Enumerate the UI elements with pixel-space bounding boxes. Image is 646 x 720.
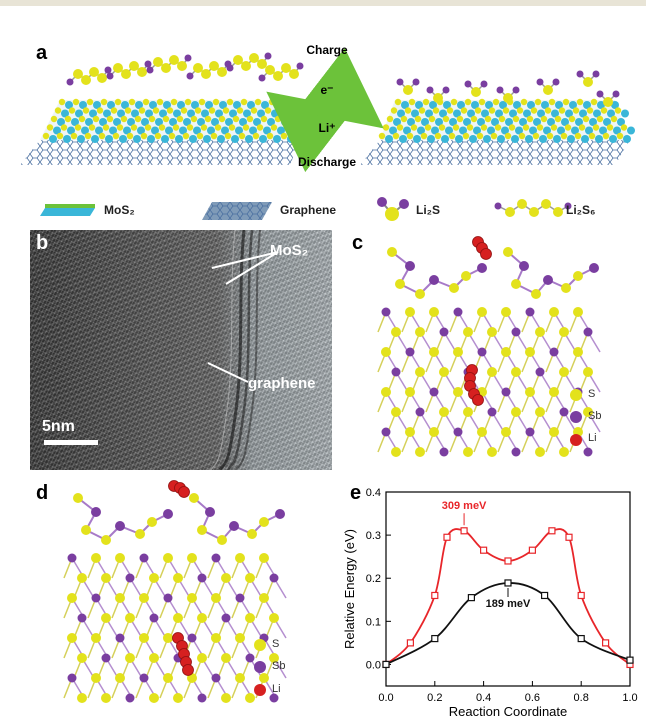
x-tick-label: 0.8 (574, 692, 589, 704)
lithium-ion-label: Li⁺ (319, 121, 336, 135)
panel-d-structure (63, 480, 287, 703)
data-point (541, 591, 549, 600)
legend-dots (570, 389, 582, 446)
data-point (480, 546, 488, 554)
panel-c-legend-s: S (588, 388, 596, 400)
panel-d-legend-sb: Sb (272, 660, 286, 672)
panel-c-letter: c (352, 232, 364, 254)
x-tick-label: 0.6 (525, 692, 540, 704)
y-tick-label: 0.2 (366, 573, 381, 585)
tem-graphene-label: graphene (248, 375, 316, 392)
x-tick-label: 0.0 (378, 692, 393, 704)
mos2-atoms-left (42, 98, 309, 143)
x-tick-label: 0.2 (427, 692, 442, 704)
legend-li2s6-label: Li₂S₆ (566, 203, 596, 217)
data-point (467, 594, 475, 602)
annotation-309: 309 meV (442, 500, 487, 512)
charge-label: Charge (306, 43, 348, 57)
data-point (406, 639, 415, 647)
data-point (528, 546, 536, 554)
energy-profile-chart: Relative Energy (eV) Reaction Coordinate… (342, 487, 638, 719)
tem-image: b MoS₂ graphene 5nm (30, 230, 332, 470)
y-tick-label: 0.3 (366, 530, 381, 542)
y-tick-label: 0.4 (366, 487, 381, 499)
li2s-chains-right (396, 70, 620, 107)
panel-d-legend-s: S (272, 638, 280, 650)
panel-a-illustration: Charge e⁻ Li⁺ Discharge (20, 43, 635, 221)
legend-dots (254, 639, 266, 696)
li2s6-chains-left (66, 52, 304, 86)
panel-c-structure (377, 236, 601, 457)
data-point (626, 656, 634, 664)
data-point (602, 639, 610, 647)
chart-y-label: Relative Energy (eV) (342, 529, 357, 649)
panel-b-letter: b (36, 232, 49, 254)
panel-a-letter: a (36, 42, 48, 64)
tem-mos2-label: MoS₂ (270, 242, 309, 259)
chart-frame (385, 491, 631, 687)
data-point (443, 533, 451, 541)
x-tick-label: 0.4 (476, 692, 491, 704)
data-point (460, 527, 468, 535)
scale-bar (44, 440, 98, 445)
panel-c-legend-li: Li (588, 432, 597, 444)
panel-d-legend-li: Li (272, 683, 281, 695)
data-point (431, 591, 439, 600)
data-point (382, 660, 390, 669)
annotation-189: 189 meV (486, 598, 531, 610)
chart-x-label: Reaction Coordinate (449, 704, 568, 719)
y-tick-label: 0.1 (366, 616, 381, 628)
panel-e-letter: e (350, 482, 362, 504)
x-tick-label: 1.0 (622, 692, 637, 704)
legend-li2s-label: Li₂S (416, 203, 440, 217)
y-tick-label: 0.0 (366, 659, 381, 671)
legend-mos2-icon (40, 204, 95, 216)
tem-fringes (44, 230, 279, 470)
legend-li2s6-icon (494, 199, 572, 217)
mos2-atoms-right (378, 98, 635, 143)
graphene-sheet-right (360, 140, 630, 165)
data-point (431, 634, 439, 643)
data-point (548, 527, 556, 535)
data-point (577, 634, 585, 643)
legend-graphene-label: Graphene (280, 203, 337, 217)
legend-mos2-label: MoS₂ (104, 203, 135, 217)
legend-li2s-icon (377, 197, 409, 221)
data-point (577, 591, 585, 600)
legend-graphene-icon (202, 202, 272, 220)
data-point (565, 533, 573, 541)
panel-d-letter: d (36, 482, 49, 504)
scale-bar-label: 5nm (42, 418, 75, 435)
discharge-arrow (292, 47, 384, 140)
data-point (504, 557, 512, 565)
panel-c-legend-sb: Sb (588, 410, 602, 422)
discharge-label: Discharge (298, 155, 356, 169)
graphene-sheet-left (20, 140, 300, 165)
top-band (0, 0, 646, 6)
data-point (504, 579, 512, 587)
electron-label: e⁻ (320, 83, 333, 97)
